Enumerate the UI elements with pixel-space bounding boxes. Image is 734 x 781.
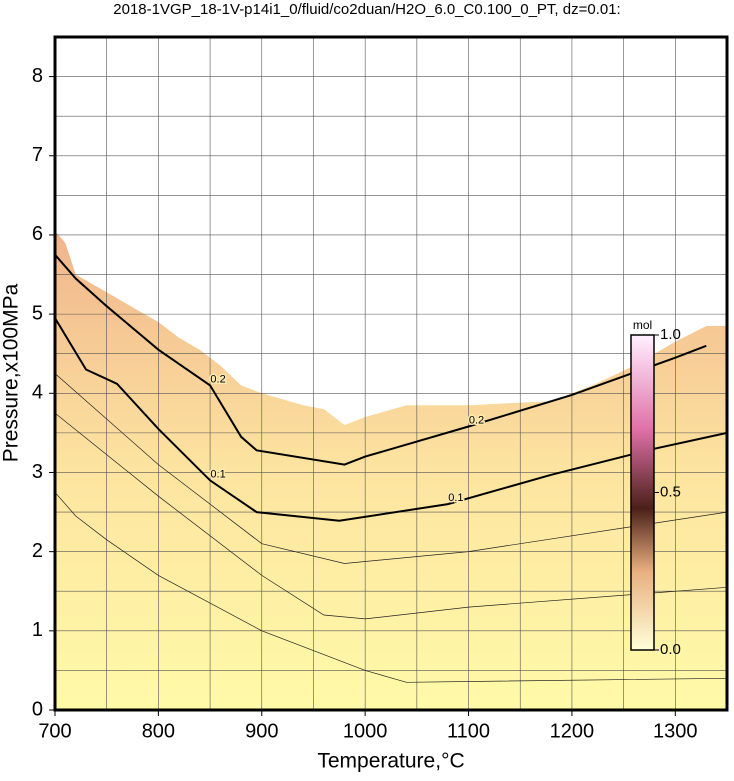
x-tick-label: 900	[245, 720, 278, 742]
plot-frame	[53, 35, 729, 712]
contour-label: 0.1	[448, 492, 463, 504]
contour-line	[54, 373, 728, 564]
x-tick-label: 1300	[653, 720, 698, 742]
y-tick-label: 5	[32, 302, 43, 324]
contour-line	[54, 412, 728, 620]
contour-label: 0.2	[210, 373, 225, 385]
plot-area: 0.2 0.2 0.1 0.1	[54, 37, 728, 710]
contour-line	[54, 492, 728, 683]
y-tick-label: 3	[32, 461, 43, 483]
x-tick-label: 800	[142, 720, 175, 742]
y-tick-label: 8	[32, 65, 43, 87]
y-axis-label: Pressure,x100MPa	[0, 283, 23, 462]
colorbar	[630, 334, 655, 651]
y-tick-label: 1	[32, 619, 43, 641]
y-tick-label: 0	[32, 698, 43, 720]
data-region	[55, 231, 727, 710]
contour-label: 0.2	[469, 414, 484, 426]
colorbar-tick-label: 1.0	[660, 326, 681, 343]
contour-label: 0.1	[210, 468, 225, 480]
x-tick-label: 1100	[447, 720, 490, 742]
colorbar-tick-label: 0.5	[660, 483, 681, 500]
colorbar-label: mol	[633, 318, 652, 332]
contour-line	[54, 254, 707, 466]
x-tick-label: 700	[38, 720, 71, 742]
y-tick-label: 2	[32, 540, 43, 562]
x-tick-label: 1000	[343, 720, 388, 742]
contour-line	[54, 317, 728, 522]
y-tick-label: 4	[32, 382, 43, 404]
colorbar-tick-label: 0.0	[660, 641, 681, 658]
y-tick-label: 7	[32, 144, 43, 166]
x-tick-label: 1200	[550, 720, 595, 742]
chart-title: 2018-1VGP_18-1V-p14i1_0/fluid/co2duan/H2…	[113, 1, 620, 18]
y-tick-label: 6	[32, 223, 43, 245]
x-axis-label: Temperature,°C	[317, 750, 464, 773]
